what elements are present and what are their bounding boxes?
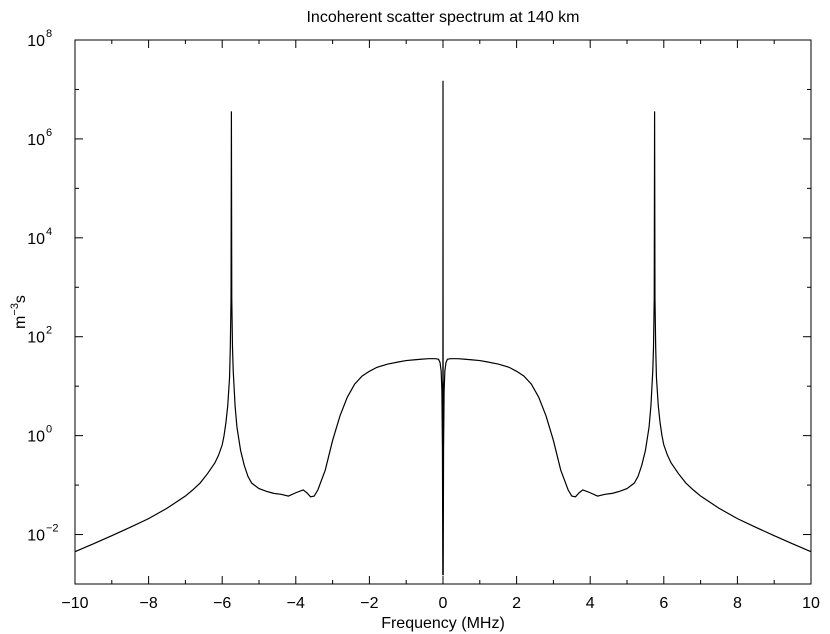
x-tick-label: 10 bbox=[802, 595, 820, 612]
x-tick-label: 4 bbox=[586, 595, 595, 612]
y-tick-label-exponent: 4 bbox=[46, 226, 52, 238]
x-tick-label: −10 bbox=[61, 595, 88, 612]
y-tick-label: 10 bbox=[27, 528, 45, 545]
y-axis-label-base: m bbox=[12, 316, 29, 329]
y-axis-label: m−3s bbox=[9, 295, 29, 329]
x-tick-label: 6 bbox=[659, 595, 668, 612]
x-tick-label: 8 bbox=[733, 595, 742, 612]
chart-title: Incoherent scatter spectrum at 140 km bbox=[306, 9, 579, 26]
y-tick-label-exponent: 6 bbox=[46, 127, 52, 139]
series-line bbox=[74, 80, 812, 576]
x-tick-label: 2 bbox=[512, 595, 521, 612]
x-axis-ticks: −10 −8 −6 −4 −2 0 2 4 6 8 10 bbox=[61, 40, 820, 612]
y-tick-label: 10 bbox=[27, 429, 45, 446]
x-tick-label: −2 bbox=[360, 595, 378, 612]
y-tick-label-exponent: 0 bbox=[46, 424, 52, 436]
x-tick-label: −8 bbox=[139, 595, 157, 612]
x-axis-label: Frequency (MHz) bbox=[381, 615, 505, 632]
y-axis-label-tail: s bbox=[12, 295, 29, 303]
x-tick-label: 0 bbox=[439, 595, 448, 612]
y-tick-label: 10 bbox=[27, 330, 45, 347]
y-tick-label: 10 bbox=[27, 33, 45, 50]
y-tick-label: 10 bbox=[27, 231, 45, 248]
y-tick-label-exponent: 8 bbox=[46, 28, 52, 40]
y-tick-label-exponent: 2 bbox=[46, 325, 52, 337]
y-tick-label: 10 bbox=[27, 132, 45, 149]
x-tick-label: −4 bbox=[287, 595, 305, 612]
y-axis-label-exp: −3 bbox=[9, 303, 21, 316]
y-tick-label-exponent: −2 bbox=[46, 523, 59, 535]
x-tick-label: −6 bbox=[213, 595, 231, 612]
